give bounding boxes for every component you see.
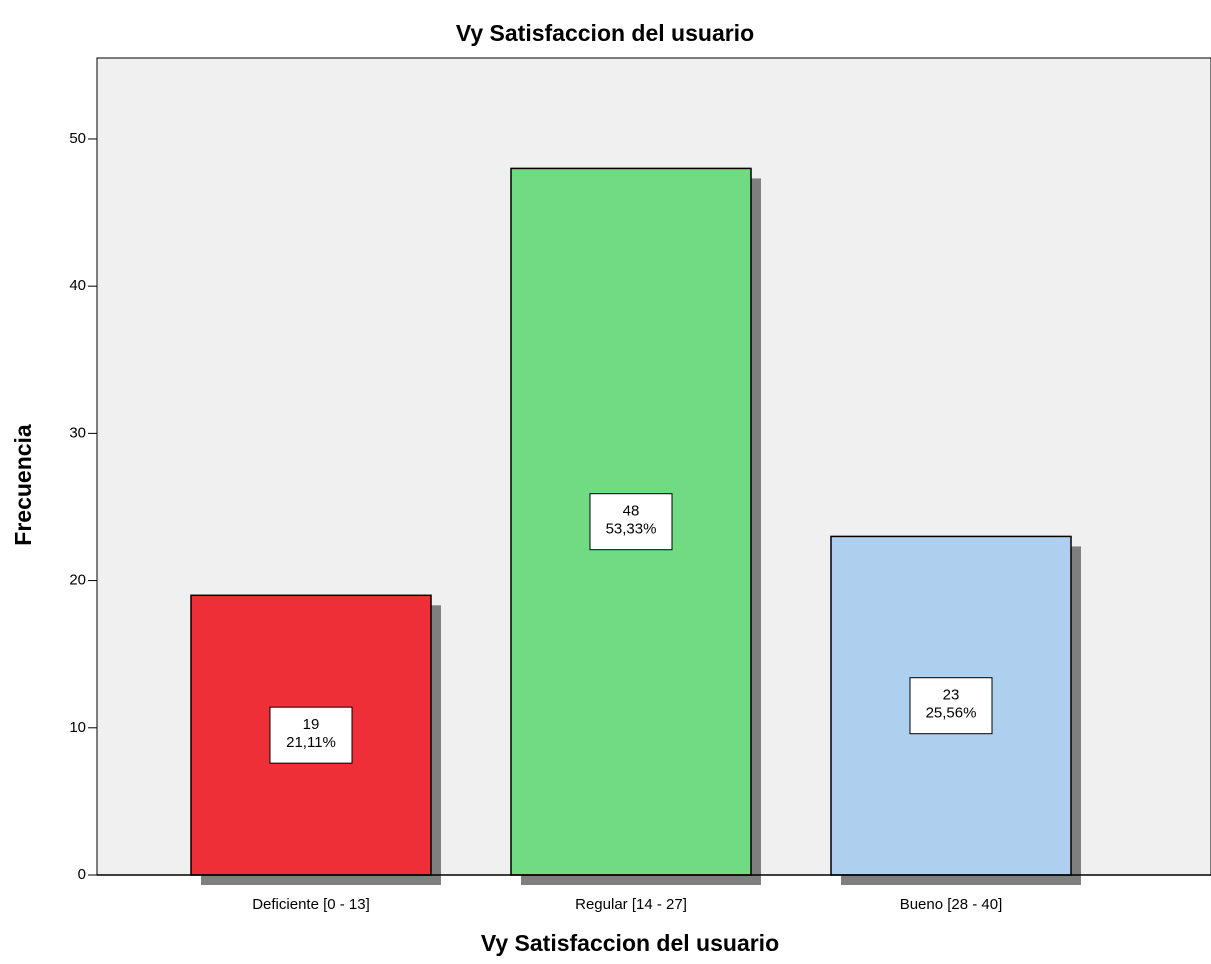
data-label-box [909, 677, 993, 735]
data-label-box [269, 706, 353, 764]
percent-label: 25,56% [926, 705, 977, 722]
data-label-box [589, 493, 673, 551]
y-tick-label: 30 [69, 424, 86, 441]
chart-title: Vy Satisfaccion del usuario [456, 20, 754, 46]
y-axis-label: Frecuencia [10, 424, 36, 546]
x-tick-label: Regular [14 - 27] [575, 896, 687, 913]
data-label: 48 [623, 503, 640, 520]
y-tick-label: 10 [69, 719, 86, 736]
y-tick-label: 0 [78, 866, 86, 883]
x-tick-label: Bueno [28 - 40] [900, 896, 1003, 913]
y-tick-label: 20 [69, 572, 86, 589]
x-tick-label: Deficiente [0 - 13] [252, 896, 370, 913]
x-axis-label: Vy Satisfaccion del usuario [481, 930, 779, 956]
percent-label: 21,11% [286, 734, 336, 751]
data-label: 23 [943, 687, 960, 704]
y-tick-label: 50 [69, 130, 86, 147]
percent-label: 53,33% [606, 521, 657, 538]
y-tick-label: 40 [69, 277, 86, 294]
data-label: 19 [303, 716, 320, 733]
